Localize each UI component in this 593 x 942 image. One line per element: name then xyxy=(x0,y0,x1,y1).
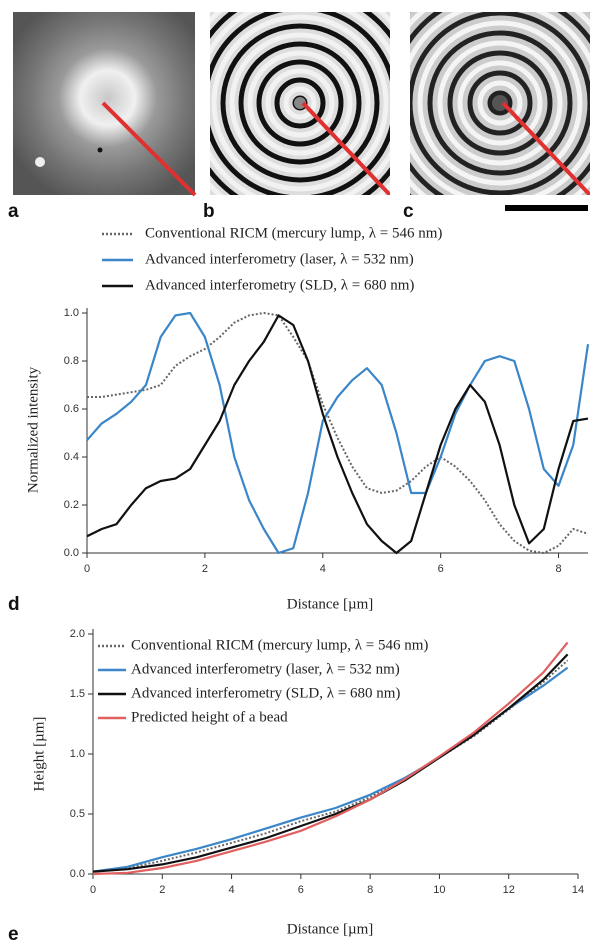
image-a xyxy=(13,12,197,197)
fringe xyxy=(265,68,335,138)
x-axis-label: Distance [µm] xyxy=(287,596,374,612)
x-tick-label: 4 xyxy=(320,563,326,575)
panel-label: a xyxy=(8,201,19,222)
panel-label: e xyxy=(8,924,19,942)
legend-label: Advanced interferometry (SLD, λ = 680 nm… xyxy=(131,685,400,701)
scale-bar xyxy=(505,205,588,211)
y-tick-label: 0.8 xyxy=(64,355,79,367)
panel-label: c xyxy=(403,201,414,222)
fringe xyxy=(410,12,590,195)
image-b xyxy=(210,12,390,195)
y-tick-label: 0.5 xyxy=(70,808,85,820)
y-tick-label: 0.6 xyxy=(64,403,79,415)
y-tick-label: 1.5 xyxy=(70,688,85,700)
x-tick-label: 6 xyxy=(438,563,444,575)
fringe xyxy=(294,97,306,109)
x-tick-label: 0 xyxy=(84,563,90,575)
y-tick-label: 0.0 xyxy=(64,547,79,559)
x-tick-label: 8 xyxy=(367,884,373,896)
series-line xyxy=(92,653,569,873)
fringe xyxy=(492,95,508,111)
fringe xyxy=(417,20,583,186)
legend-label: Predicted height of a bead xyxy=(131,709,288,725)
x-axis-label: Distance [µm] xyxy=(287,921,374,937)
fringe xyxy=(229,32,371,174)
x-tick-label: 4 xyxy=(229,884,235,896)
y-tick-label: 0.0 xyxy=(70,868,85,880)
fringe xyxy=(437,40,563,166)
x-tick-label: 14 xyxy=(572,884,584,896)
fringe xyxy=(457,60,543,146)
series-line xyxy=(86,314,589,555)
y-axis-label: Height [µm] xyxy=(31,717,47,792)
fringe xyxy=(447,50,553,156)
fringe xyxy=(427,30,573,176)
x-tick-label: 10 xyxy=(433,884,445,896)
fringe xyxy=(487,90,513,116)
x-tick-label: 0 xyxy=(90,884,96,896)
red-line xyxy=(301,101,390,195)
x-tick-label: 2 xyxy=(202,563,208,575)
x-tick-label: 12 xyxy=(503,884,515,896)
legend-label: Advanced interferometry (laser, λ = 532 … xyxy=(145,251,414,267)
y-tick-label: 1.0 xyxy=(64,307,79,319)
panel-label: d xyxy=(8,594,20,615)
fringe xyxy=(256,59,344,147)
series-line xyxy=(92,641,569,876)
fringe xyxy=(274,77,326,129)
fringe xyxy=(477,80,523,126)
y-axis-label: Normalized intensity xyxy=(25,366,41,493)
y-tick-label: 0.2 xyxy=(64,499,79,511)
series-line xyxy=(86,311,590,555)
series-line xyxy=(87,312,589,554)
legend-label: Advanced interferometry (laser, λ = 532 … xyxy=(131,661,400,677)
fringe xyxy=(247,50,353,156)
x-tick-label: 8 xyxy=(555,563,561,575)
image-c xyxy=(410,12,590,195)
panel-label: b xyxy=(203,201,215,222)
legend-label: Conventional RICM (mercury lump, λ = 546… xyxy=(145,225,442,241)
x-tick-label: 6 xyxy=(298,884,304,896)
x-tick-label: 2 xyxy=(159,884,165,896)
red-line xyxy=(501,101,590,195)
fringe xyxy=(283,86,317,120)
fringe xyxy=(220,23,380,183)
fringe xyxy=(238,41,362,165)
legend-label: Advanced interferometry (SLD, λ = 680 nm… xyxy=(145,277,414,293)
legend-label: Conventional RICM (mercury lump, λ = 546… xyxy=(131,637,428,653)
y-tick-label: 0.4 xyxy=(64,451,79,463)
fringe xyxy=(467,70,533,136)
y-tick-label: 2.0 xyxy=(70,628,85,640)
fringe xyxy=(211,14,389,192)
y-tick-label: 1.0 xyxy=(70,748,85,760)
